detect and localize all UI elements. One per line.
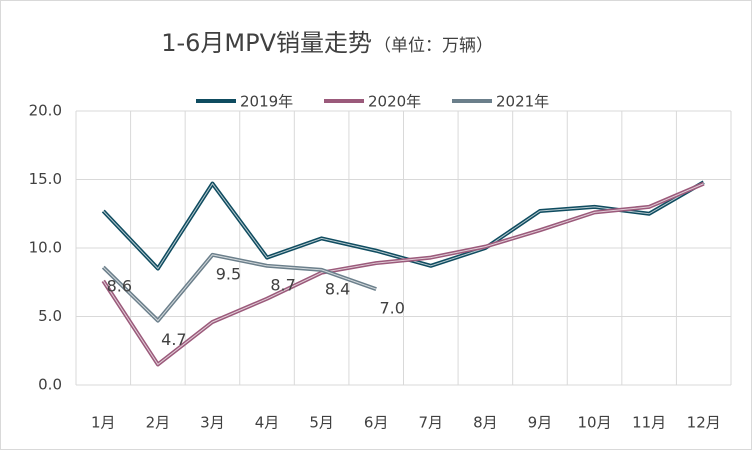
- legend-label: 2020年: [368, 93, 421, 111]
- series-line-highlight: [102, 183, 704, 366]
- data-label: 4.7: [161, 330, 186, 349]
- series-line-highlight: [102, 181, 704, 270]
- y-tick-label: 15.0: [29, 170, 62, 188]
- data-label: 9.5: [216, 264, 241, 283]
- x-tick-label: 2月: [146, 414, 171, 432]
- x-tick-label: 8月: [473, 414, 498, 432]
- data-label: 8.4: [325, 279, 350, 298]
- x-tick-label: 1月: [91, 414, 116, 432]
- series-line-highlight: [102, 254, 377, 322]
- x-tick-label: 9月: [528, 414, 553, 432]
- data-label: 7.0: [379, 299, 404, 318]
- y-tick-label: 10.0: [29, 239, 62, 257]
- legend-label: 2019年: [240, 93, 293, 111]
- y-tick-label: 20.0: [29, 102, 62, 120]
- chart-subtitle: （单位：万辆）: [374, 36, 493, 56]
- x-tick-label: 3月: [200, 414, 225, 432]
- x-tick-label: 7月: [419, 414, 444, 432]
- legend-label: 2021年: [496, 93, 549, 111]
- y-tick-label: 0.0: [38, 376, 62, 394]
- data-label: 8.7: [270, 275, 295, 294]
- y-tick-label: 5.0: [38, 307, 62, 325]
- x-tick-label: 4月: [255, 414, 280, 432]
- x-tick-label: 11月: [632, 414, 666, 432]
- x-tick-label: 6月: [364, 414, 389, 432]
- data-label: 8.6: [107, 277, 132, 296]
- x-tick-label: 5月: [309, 414, 334, 432]
- x-tick-label: 10月: [577, 414, 611, 432]
- x-tick-label: 12月: [687, 414, 721, 432]
- chart-title: 1-6月MPV销量走势: [161, 29, 372, 57]
